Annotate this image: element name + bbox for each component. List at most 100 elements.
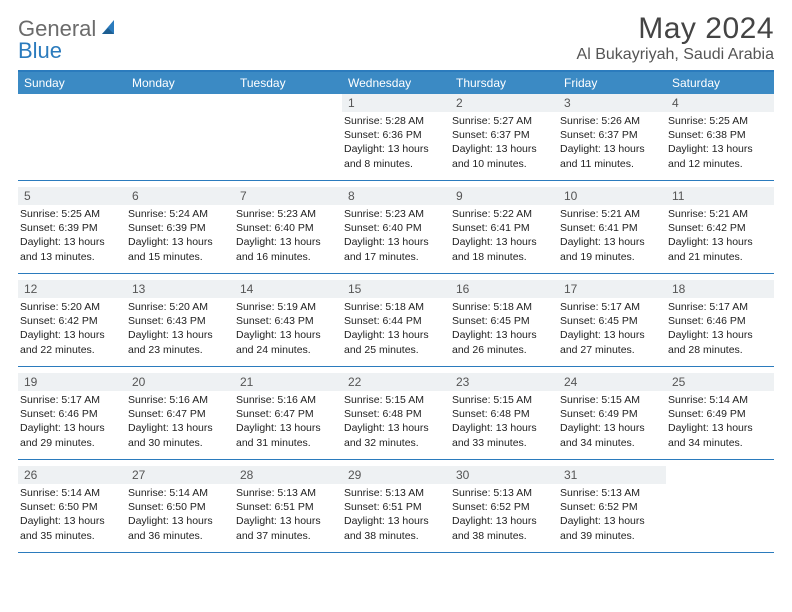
info-dl2: and 31 minutes. [236,436,338,450]
header-right: May 2024 Al Bukayriyah, Saudi Arabia [577,12,774,64]
calendar-cell: 6Sunrise: 5:24 AMSunset: 6:39 PMDaylight… [126,187,234,273]
info-dl2: and 38 minutes. [452,529,554,543]
day-number: 3 [558,94,666,112]
day-info: Sunrise: 5:14 AMSunset: 6:50 PMDaylight:… [126,484,234,545]
day-info: Sunrise: 5:17 AMSunset: 6:46 PMDaylight:… [666,298,774,359]
page-title: May 2024 [577,12,774,46]
info-dl2: and 23 minutes. [128,343,230,357]
day-number: 22 [342,373,450,391]
day-number: 18 [666,280,774,298]
info-sunrise: Sunrise: 5:16 AM [236,393,338,407]
day-number [18,94,126,112]
calendar-cell: 28Sunrise: 5:13 AMSunset: 6:51 PMDayligh… [234,466,342,552]
calendar-body: 1Sunrise: 5:28 AMSunset: 6:36 PMDaylight… [18,94,774,553]
calendar-cell: 21Sunrise: 5:16 AMSunset: 6:47 PMDayligh… [234,373,342,459]
info-dl2: and 12 minutes. [668,157,770,171]
info-sunset: Sunset: 6:51 PM [344,500,446,514]
info-dl1: Daylight: 13 hours [236,514,338,528]
calendar-cell [126,94,234,180]
info-dl2: and 27 minutes. [560,343,662,357]
day-number: 19 [18,373,126,391]
info-dl2: and 37 minutes. [236,529,338,543]
info-sunrise: Sunrise: 5:25 AM [20,207,122,221]
calendar-cell: 17Sunrise: 5:17 AMSunset: 6:45 PMDayligh… [558,280,666,366]
day-number: 7 [234,187,342,205]
info-dl1: Daylight: 13 hours [236,421,338,435]
info-sunrise: Sunrise: 5:19 AM [236,300,338,314]
info-dl1: Daylight: 13 hours [452,514,554,528]
info-dl2: and 21 minutes. [668,250,770,264]
calendar-week: 19Sunrise: 5:17 AMSunset: 6:46 PMDayligh… [18,373,774,460]
info-sunrise: Sunrise: 5:25 AM [668,114,770,128]
dow-thursday: Thursday [450,72,558,94]
calendar-cell: 31Sunrise: 5:13 AMSunset: 6:52 PMDayligh… [558,466,666,552]
calendar-cell: 29Sunrise: 5:13 AMSunset: 6:51 PMDayligh… [342,466,450,552]
calendar-cell: 18Sunrise: 5:17 AMSunset: 6:46 PMDayligh… [666,280,774,366]
calendar-cell: 13Sunrise: 5:20 AMSunset: 6:43 PMDayligh… [126,280,234,366]
day-number: 15 [342,280,450,298]
info-sunset: Sunset: 6:52 PM [452,500,554,514]
info-dl2: and 22 minutes. [20,343,122,357]
calendar-cell: 14Sunrise: 5:19 AMSunset: 6:43 PMDayligh… [234,280,342,366]
day-number: 11 [666,187,774,205]
info-dl1: Daylight: 13 hours [128,514,230,528]
calendar-cell: 22Sunrise: 5:15 AMSunset: 6:48 PMDayligh… [342,373,450,459]
info-dl1: Daylight: 13 hours [20,514,122,528]
info-sunrise: Sunrise: 5:17 AM [668,300,770,314]
header: General May 2024 Al Bukayriyah, Saudi Ar… [18,12,774,64]
info-sunset: Sunset: 6:41 PM [452,221,554,235]
dow-sunday: Sunday [18,72,126,94]
day-info: Sunrise: 5:20 AMSunset: 6:43 PMDaylight:… [126,298,234,359]
info-sunrise: Sunrise: 5:23 AM [344,207,446,221]
calendar-week: 12Sunrise: 5:20 AMSunset: 6:42 PMDayligh… [18,280,774,367]
info-dl1: Daylight: 13 hours [560,142,662,156]
calendar-cell: 4Sunrise: 5:25 AMSunset: 6:38 PMDaylight… [666,94,774,180]
day-info: Sunrise: 5:17 AMSunset: 6:46 PMDaylight:… [18,391,126,452]
info-sunrise: Sunrise: 5:22 AM [452,207,554,221]
info-sunset: Sunset: 6:46 PM [20,407,122,421]
day-info: Sunrise: 5:25 AMSunset: 6:38 PMDaylight:… [666,112,774,173]
info-sunrise: Sunrise: 5:21 AM [668,207,770,221]
calendar-cell: 9Sunrise: 5:22 AMSunset: 6:41 PMDaylight… [450,187,558,273]
day-info: Sunrise: 5:23 AMSunset: 6:40 PMDaylight:… [342,205,450,266]
info-sunrise: Sunrise: 5:27 AM [452,114,554,128]
info-sunset: Sunset: 6:47 PM [128,407,230,421]
day-number: 28 [234,466,342,484]
calendar-cell: 1Sunrise: 5:28 AMSunset: 6:36 PMDaylight… [342,94,450,180]
info-dl1: Daylight: 13 hours [128,235,230,249]
day-info: Sunrise: 5:15 AMSunset: 6:48 PMDaylight:… [342,391,450,452]
day-number: 24 [558,373,666,391]
day-number: 27 [126,466,234,484]
day-info: Sunrise: 5:18 AMSunset: 6:44 PMDaylight:… [342,298,450,359]
info-sunrise: Sunrise: 5:14 AM [128,486,230,500]
info-sunset: Sunset: 6:52 PM [560,500,662,514]
day-number: 1 [342,94,450,112]
info-dl2: and 16 minutes. [236,250,338,264]
info-dl1: Daylight: 13 hours [236,235,338,249]
info-sunset: Sunset: 6:43 PM [236,314,338,328]
info-dl1: Daylight: 13 hours [668,142,770,156]
info-sunrise: Sunrise: 5:18 AM [452,300,554,314]
dow-friday: Friday [558,72,666,94]
day-number [234,94,342,112]
day-info: Sunrise: 5:17 AMSunset: 6:45 PMDaylight:… [558,298,666,359]
calendar-cell: 7Sunrise: 5:23 AMSunset: 6:40 PMDaylight… [234,187,342,273]
day-number: 30 [450,466,558,484]
day-number: 12 [18,280,126,298]
info-sunrise: Sunrise: 5:16 AM [128,393,230,407]
info-sunrise: Sunrise: 5:15 AM [452,393,554,407]
info-dl2: and 18 minutes. [452,250,554,264]
day-number [126,94,234,112]
info-dl2: and 34 minutes. [668,436,770,450]
info-sunset: Sunset: 6:45 PM [560,314,662,328]
calendar-cell: 11Sunrise: 5:21 AMSunset: 6:42 PMDayligh… [666,187,774,273]
location-text: Al Bukayriyah, Saudi Arabia [577,46,774,64]
info-dl2: and 34 minutes. [560,436,662,450]
day-info: Sunrise: 5:13 AMSunset: 6:51 PMDaylight:… [342,484,450,545]
info-sunrise: Sunrise: 5:13 AM [560,486,662,500]
info-sunset: Sunset: 6:37 PM [560,128,662,142]
info-sunrise: Sunrise: 5:15 AM [344,393,446,407]
day-number: 25 [666,373,774,391]
info-sunset: Sunset: 6:50 PM [20,500,122,514]
calendar-cell: 24Sunrise: 5:15 AMSunset: 6:49 PMDayligh… [558,373,666,459]
